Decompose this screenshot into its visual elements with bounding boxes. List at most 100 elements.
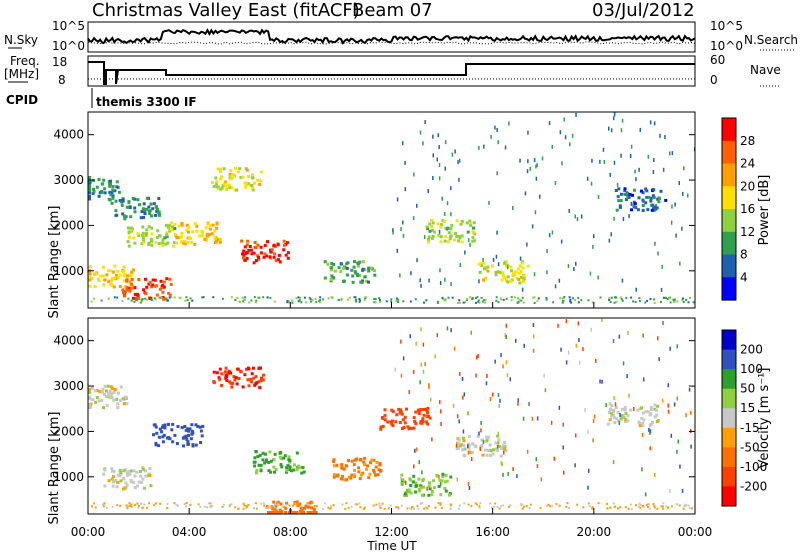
data-cell <box>153 423 157 427</box>
data-cell <box>506 280 510 284</box>
data-cell <box>224 366 228 370</box>
data-cell <box>414 481 418 485</box>
data-cell <box>452 238 456 242</box>
data-cell <box>367 269 371 273</box>
data-cell <box>468 451 471 454</box>
data-cell <box>148 212 152 216</box>
data-cell <box>257 257 261 261</box>
noise-cell <box>503 450 505 455</box>
noise-cell <box>575 261 577 266</box>
noise-cell <box>635 287 637 292</box>
ground-scatter-cell <box>358 301 361 303</box>
data-cell <box>133 197 137 201</box>
ground-scatter-cell <box>332 504 335 507</box>
ground-scatter-cell <box>474 502 477 505</box>
data-cell <box>657 200 661 204</box>
ground-scatter-cell <box>466 298 469 300</box>
ground-scatter-cell <box>321 507 324 510</box>
noise-cell <box>423 235 426 240</box>
data-cell <box>215 182 219 185</box>
data-cell <box>517 267 521 271</box>
data-cell <box>148 473 152 477</box>
ground-scatter-cell <box>254 502 257 505</box>
data-cell <box>117 190 121 194</box>
ground-scatter-cell <box>93 502 96 505</box>
data-cell <box>425 420 429 424</box>
data-cell <box>652 208 656 212</box>
data-cell <box>108 389 112 393</box>
noise-cell <box>536 163 538 168</box>
data-cell <box>640 416 644 420</box>
data-cell <box>332 473 336 477</box>
data-cell <box>222 182 226 186</box>
data-cell <box>644 187 648 191</box>
ground-scatter-cell <box>159 502 162 505</box>
noise-cell <box>392 228 394 233</box>
data-cell <box>167 422 170 426</box>
ground-scatter-cell <box>378 505 381 508</box>
data-cell <box>250 252 254 256</box>
data-cell <box>129 226 133 230</box>
noise-cell <box>497 393 500 398</box>
ground-scatter-cell <box>478 301 481 304</box>
ground-scatter-cell <box>94 506 97 509</box>
data-cell <box>496 448 499 452</box>
data-cell <box>278 508 282 512</box>
data-cell <box>186 427 190 431</box>
data-cell <box>272 465 276 469</box>
data-cell <box>274 259 278 263</box>
data-cell <box>457 239 461 243</box>
data-cell <box>287 455 291 459</box>
ground-scatter-cell <box>379 300 382 303</box>
data-cell <box>357 466 361 470</box>
data-cell <box>132 480 136 484</box>
noise-cell <box>655 204 657 208</box>
ground-scatter-cell <box>154 502 157 505</box>
data-cell <box>124 481 128 485</box>
noise-cell <box>463 392 466 397</box>
plot-title: Christmas Valley East (fitACF) <box>92 0 360 21</box>
ground-scatter-cell <box>566 502 569 505</box>
data-cell <box>336 473 340 477</box>
data-cell <box>104 389 108 393</box>
noise-cell <box>539 194 541 199</box>
data-cell <box>171 225 175 229</box>
data-cell <box>467 435 471 438</box>
data-cell <box>141 207 145 211</box>
noise-cell <box>676 344 678 349</box>
data-cell <box>109 392 113 396</box>
data-cell <box>148 467 152 471</box>
ground-scatter-cell <box>189 503 192 506</box>
ground-scatter-cell <box>568 296 571 299</box>
data-cell <box>649 405 653 409</box>
data-cell <box>215 226 219 230</box>
data-cell <box>363 456 367 460</box>
data-cell <box>263 461 267 465</box>
data-cell <box>411 480 415 484</box>
ground-scatter-cell <box>355 503 358 506</box>
data-cell <box>279 456 283 460</box>
noise-cell <box>626 195 628 200</box>
x-tick-label: 20:00 <box>577 525 612 539</box>
noise-cell <box>564 135 567 140</box>
ground-scatter-cell <box>298 299 301 302</box>
data-cell <box>254 382 258 386</box>
ground-scatter-cell <box>496 506 499 509</box>
data-cell <box>182 444 185 448</box>
data-cell <box>176 425 180 428</box>
noise-cell <box>467 444 469 449</box>
data-cell <box>419 408 423 412</box>
noise-cell <box>599 379 601 384</box>
data-cell <box>431 221 435 225</box>
noise-cell <box>427 189 429 194</box>
data-cell <box>216 167 220 171</box>
ground-scatter-cell <box>635 504 637 507</box>
data-cell <box>144 292 148 296</box>
ground-scatter-cell <box>528 507 531 509</box>
velocity-colorbar-swatch <box>722 427 736 448</box>
data-cell <box>108 184 112 188</box>
ground-scatter-cell <box>168 296 171 299</box>
ground-scatter-cell <box>467 503 470 506</box>
data-cell <box>155 209 159 213</box>
data-cell <box>177 235 181 239</box>
